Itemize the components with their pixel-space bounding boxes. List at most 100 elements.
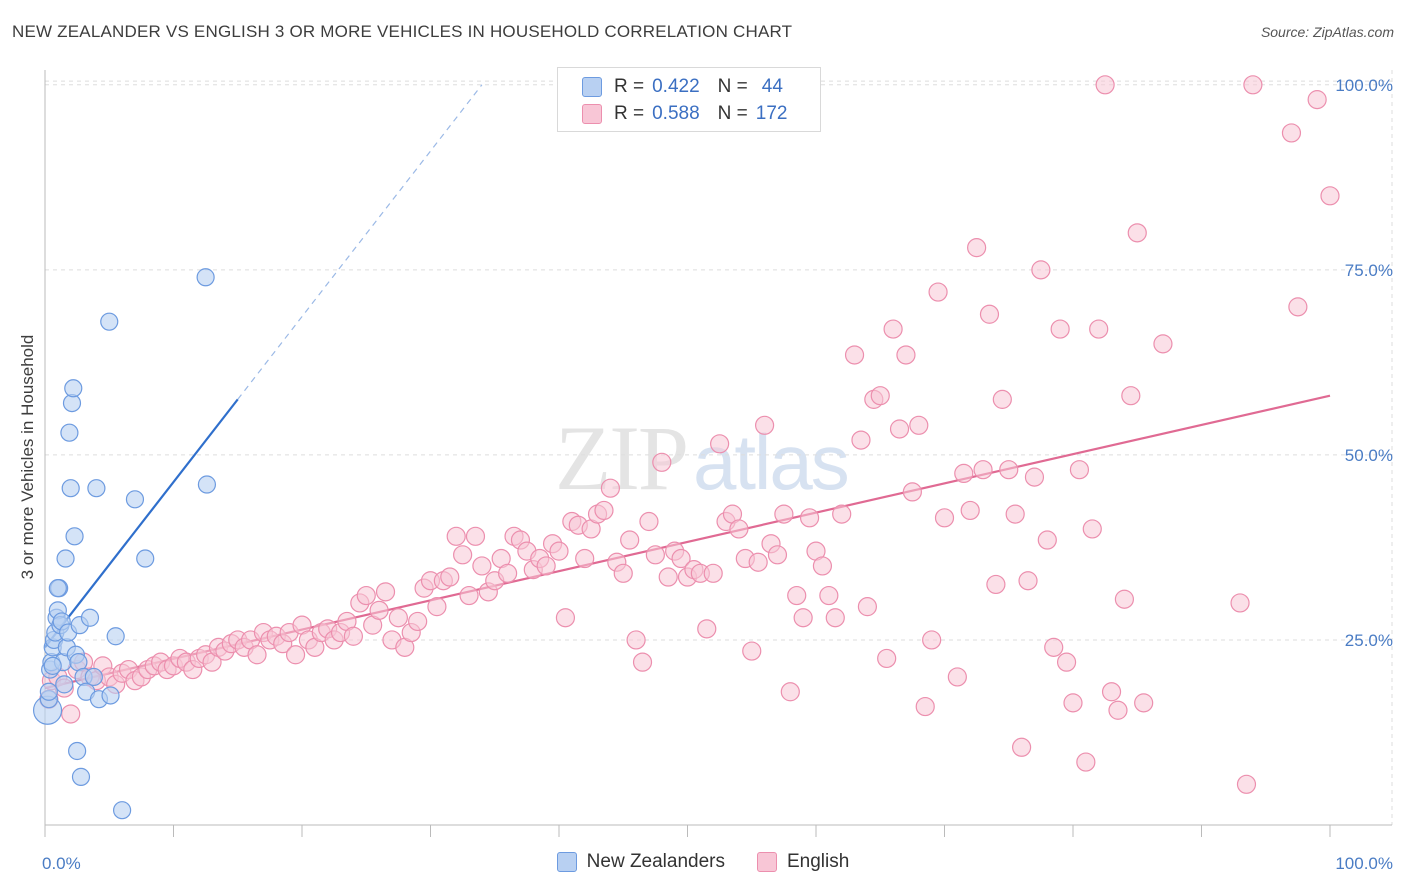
x-tick-label-min: 0.0%: [42, 854, 81, 873]
point-english: [1018, 571, 1038, 591]
legend-swatch-blue: [556, 852, 577, 872]
point-english: [979, 304, 1000, 324]
point-english: [1288, 297, 1308, 317]
y-axis-label: 3 or more Vehicles in Household: [18, 335, 37, 580]
point-english: [928, 282, 948, 302]
point-new-zealanders: [100, 312, 119, 331]
points-english: [39, 75, 1340, 794]
point-english: [658, 567, 678, 587]
point-new-zealanders: [55, 675, 74, 694]
point-english: [960, 500, 980, 521]
point-english: [780, 682, 800, 702]
x-tick-label-max: 100.0%: [1335, 854, 1393, 873]
point-english: [600, 478, 621, 498]
legend-label: New Zealanders: [586, 851, 725, 872]
point-english: [1076, 752, 1096, 772]
point-english: [1050, 319, 1070, 339]
point-english: [446, 526, 466, 546]
point-english: [1108, 700, 1128, 720]
point-english: [356, 585, 376, 606]
point-english: [498, 563, 518, 583]
point-english: [844, 345, 865, 365]
point-english: [1011, 737, 1032, 757]
point-english: [375, 582, 396, 602]
point-english: [889, 419, 910, 439]
point-english: [536, 556, 556, 576]
point-english: [922, 630, 942, 650]
point-new-zealanders: [43, 656, 62, 675]
point-new-zealanders: [71, 767, 91, 786]
point-english: [703, 563, 723, 583]
legend-label: English: [787, 851, 850, 872]
point-english: [459, 585, 479, 606]
point-english: [639, 511, 659, 532]
point-english: [1243, 75, 1263, 95]
legend-r-label: R =: [614, 76, 645, 97]
point-new-zealanders: [112, 801, 132, 820]
legend-n-label: N =: [717, 76, 748, 97]
point-english: [613, 563, 633, 583]
point-english: [999, 460, 1019, 480]
legend-r-value: 0.422: [652, 76, 700, 97]
y-tick-label: 25.0%: [1345, 631, 1393, 650]
point-english: [652, 452, 672, 472]
point-english: [1089, 319, 1109, 339]
point-english: [754, 415, 775, 435]
x-tick-labels: 0.0% 100.0%: [42, 854, 1393, 873]
trend-line-solid: [44, 398, 239, 649]
point-english: [857, 597, 878, 617]
legend-r-label: R =: [614, 103, 645, 124]
point-english: [896, 345, 916, 365]
y-tick-labels: 25.0% 50.0% 75.0% 100.0%: [1335, 76, 1393, 650]
point-new-zealanders: [84, 667, 103, 687]
point-new-zealanders: [80, 608, 100, 627]
point-english: [285, 645, 306, 665]
point-english: [247, 645, 267, 665]
point-english: [870, 386, 890, 406]
legend-n-value: 172: [755, 103, 788, 124]
legend-row-english: R = 0.588 N = 172: [582, 102, 787, 126]
point-english: [954, 463, 974, 484]
point-english: [440, 567, 460, 587]
legend-box: R = 0.422 N = 44 R = 0.588 N = 172: [557, 67, 821, 132]
point-new-zealanders: [106, 627, 125, 646]
legend-n-value: 44: [761, 76, 783, 97]
point-english: [947, 667, 967, 687]
point-english: [1127, 223, 1147, 243]
point-english: [883, 319, 903, 339]
point-english: [388, 608, 408, 628]
point-new-zealanders: [56, 549, 75, 568]
point-new-zealanders: [64, 379, 83, 398]
point-english: [1121, 386, 1141, 406]
point-english: [1230, 593, 1250, 613]
trend-line-dashed: [237, 84, 483, 400]
point-new-zealanders: [60, 423, 79, 442]
point-english: [851, 430, 871, 450]
legend-r-value: 0.588: [652, 103, 700, 124]
chart-title: NEW ZEALANDER VS ENGLISH 3 OR MORE VEHIC…: [12, 22, 793, 41]
y-tick-label: 75.0%: [1345, 261, 1393, 280]
point-english: [594, 500, 614, 521]
point-english: [1320, 186, 1340, 206]
point-english: [1307, 90, 1327, 110]
point-english: [729, 519, 749, 539]
point-english: [1056, 652, 1077, 672]
point-english: [465, 526, 486, 546]
point-english: [1069, 460, 1090, 480]
point-new-zealanders: [68, 741, 87, 761]
point-english: [645, 545, 665, 565]
point-english: [825, 608, 845, 628]
legend-swatch-pink: [757, 852, 777, 872]
point-english: [1153, 334, 1173, 354]
series-legend: New Zealanders English: [0, 851, 1406, 873]
point-english: [986, 574, 1006, 595]
y-tick-label: 100.0%: [1335, 76, 1393, 95]
point-english: [902, 482, 922, 502]
point-english: [767, 545, 788, 565]
legend-item-english[interactable]: English: [757, 851, 849, 873]
point-english: [787, 585, 807, 606]
point-english: [1114, 589, 1135, 609]
point-english: [1005, 504, 1025, 524]
legend-item-new-zealanders[interactable]: New Zealanders: [556, 851, 725, 873]
legend-swatch-blue: [582, 77, 602, 97]
